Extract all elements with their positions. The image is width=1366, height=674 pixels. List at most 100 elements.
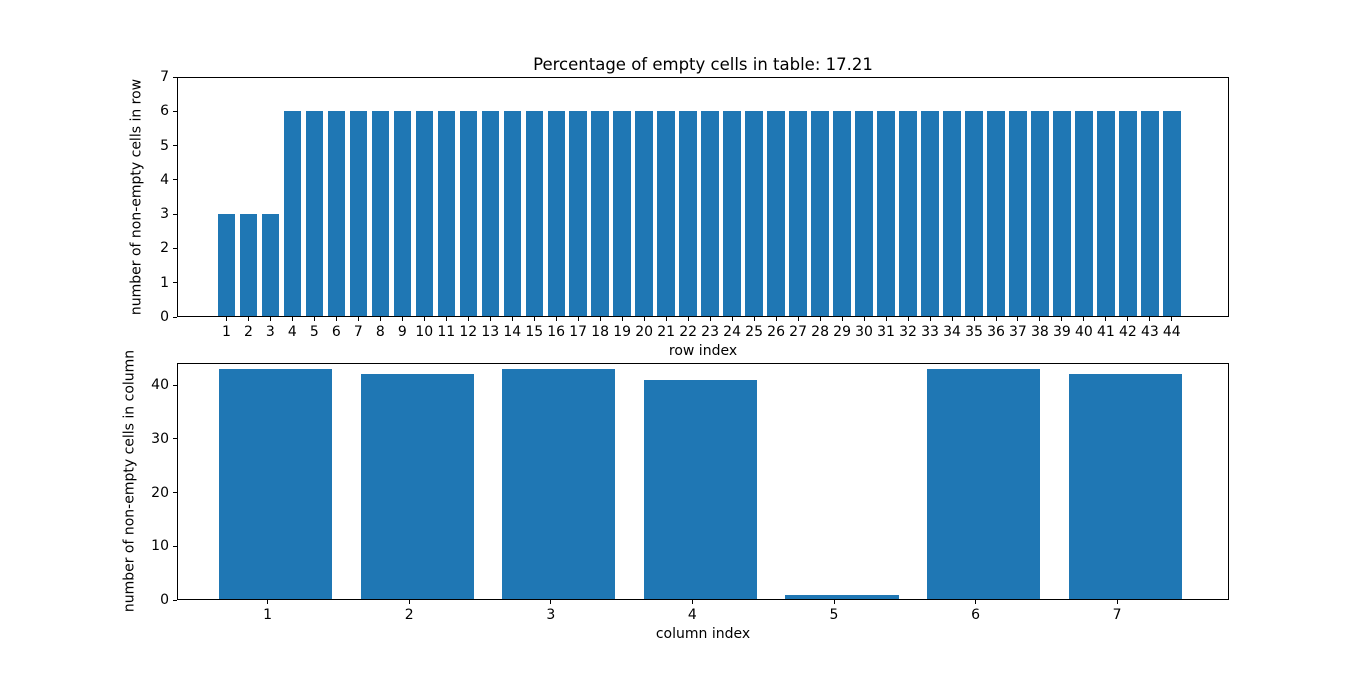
x-tick-mark bbox=[975, 600, 977, 604]
bar bbox=[502, 368, 616, 600]
x-tick-label: 12 bbox=[459, 324, 478, 340]
x-tick-mark bbox=[863, 317, 865, 321]
bar bbox=[921, 111, 939, 317]
x-tick-mark bbox=[643, 317, 645, 321]
x-tick-mark bbox=[550, 600, 552, 604]
bar bbox=[785, 594, 899, 600]
bar bbox=[305, 111, 324, 317]
x-tick-mark bbox=[357, 317, 359, 321]
x-tick-label: 32 bbox=[899, 324, 917, 340]
y-tick-label: 10 bbox=[151, 538, 169, 555]
x-tick-label: 24 bbox=[723, 324, 742, 340]
bar bbox=[219, 368, 333, 600]
bar bbox=[855, 111, 873, 317]
bar bbox=[965, 111, 983, 317]
x-tick-label: 4 bbox=[687, 607, 697, 623]
x-tick-label: 33 bbox=[921, 324, 939, 340]
x-tick-mark bbox=[819, 317, 821, 321]
x-tick-mark bbox=[379, 317, 381, 321]
x-tick-mark bbox=[951, 317, 953, 321]
bar bbox=[1053, 111, 1071, 317]
bar bbox=[415, 111, 434, 317]
bar bbox=[591, 111, 609, 317]
x-tick-mark bbox=[1127, 317, 1129, 321]
bar bbox=[261, 214, 280, 317]
x-tick-label: 11 bbox=[437, 324, 456, 340]
bar bbox=[723, 111, 741, 317]
bar bbox=[899, 111, 917, 317]
bar bbox=[926, 368, 1041, 600]
x-tick-mark bbox=[423, 317, 425, 321]
bar bbox=[833, 111, 851, 317]
x-tick-label: 3 bbox=[265, 324, 275, 340]
x-tick-mark bbox=[489, 317, 491, 321]
bar bbox=[679, 111, 697, 317]
x-tick-label: 3 bbox=[546, 607, 556, 623]
x-tick-mark bbox=[885, 317, 887, 321]
bar bbox=[371, 111, 390, 317]
x-tick-label: 10 bbox=[415, 324, 434, 340]
bar bbox=[239, 214, 258, 317]
x-tick-mark bbox=[731, 317, 733, 321]
x-tick-mark bbox=[1149, 317, 1151, 321]
x-tick-label: 7 bbox=[1112, 607, 1122, 623]
column-chart-xlabel: column index bbox=[655, 626, 751, 642]
bar bbox=[657, 111, 675, 317]
x-tick-label: 7 bbox=[353, 324, 363, 340]
x-tick-label: 31 bbox=[877, 324, 895, 340]
y-tick-mark bbox=[173, 247, 177, 249]
y-tick-label: 5 bbox=[160, 137, 169, 154]
bar bbox=[283, 111, 302, 317]
x-tick-label: 44 bbox=[1162, 324, 1181, 340]
bar bbox=[745, 111, 763, 317]
x-tick-mark bbox=[665, 317, 667, 321]
y-tick-label: 0 bbox=[160, 592, 169, 608]
x-tick-mark bbox=[1105, 317, 1107, 321]
x-tick-mark bbox=[841, 317, 843, 321]
x-tick-mark bbox=[408, 600, 410, 604]
x-tick-label: 18 bbox=[591, 324, 610, 340]
row-chart-xlabel: row index bbox=[668, 343, 738, 359]
x-tick-mark bbox=[687, 317, 689, 321]
x-tick-label: 5 bbox=[829, 607, 839, 623]
x-tick-label: 39 bbox=[1052, 324, 1071, 340]
y-tick-mark bbox=[173, 179, 177, 181]
y-tick-label: 20 bbox=[151, 484, 169, 501]
x-tick-label: 6 bbox=[331, 324, 341, 340]
bar bbox=[987, 111, 1005, 317]
bar bbox=[1163, 111, 1181, 317]
x-tick-label: 42 bbox=[1118, 324, 1137, 340]
x-tick-mark bbox=[621, 317, 623, 321]
x-tick-mark bbox=[833, 600, 835, 604]
bar bbox=[437, 111, 456, 317]
x-tick-label: 4 bbox=[287, 324, 297, 340]
x-tick-mark bbox=[775, 317, 777, 321]
bar bbox=[393, 111, 412, 317]
y-tick-mark bbox=[173, 213, 177, 215]
column-chart-ylabel: number of non-empty cells in column bbox=[121, 349, 138, 613]
bar bbox=[767, 111, 785, 317]
x-tick-mark bbox=[929, 317, 931, 321]
x-tick-label: 35 bbox=[965, 324, 983, 340]
bar bbox=[1075, 111, 1093, 317]
y-tick-mark bbox=[173, 110, 177, 112]
x-tick-label: 40 bbox=[1074, 324, 1093, 340]
x-tick-mark bbox=[511, 317, 513, 321]
bar bbox=[1009, 111, 1027, 317]
x-tick-mark bbox=[335, 317, 337, 321]
x-tick-mark bbox=[973, 317, 975, 321]
x-tick-mark bbox=[226, 317, 227, 321]
x-tick-mark bbox=[267, 600, 269, 604]
y-tick-mark bbox=[173, 316, 177, 318]
x-tick-mark bbox=[599, 317, 601, 321]
x-tick-mark bbox=[291, 317, 293, 321]
x-tick-mark bbox=[907, 317, 909, 321]
bar bbox=[943, 111, 961, 317]
bar bbox=[547, 111, 566, 317]
bar bbox=[643, 379, 757, 600]
x-tick-mark bbox=[577, 317, 579, 321]
x-tick-label: 34 bbox=[943, 324, 961, 340]
x-tick-label: 6 bbox=[971, 607, 981, 623]
x-tick-label: 37 bbox=[1008, 324, 1027, 340]
x-tick-label: 13 bbox=[481, 324, 500, 340]
